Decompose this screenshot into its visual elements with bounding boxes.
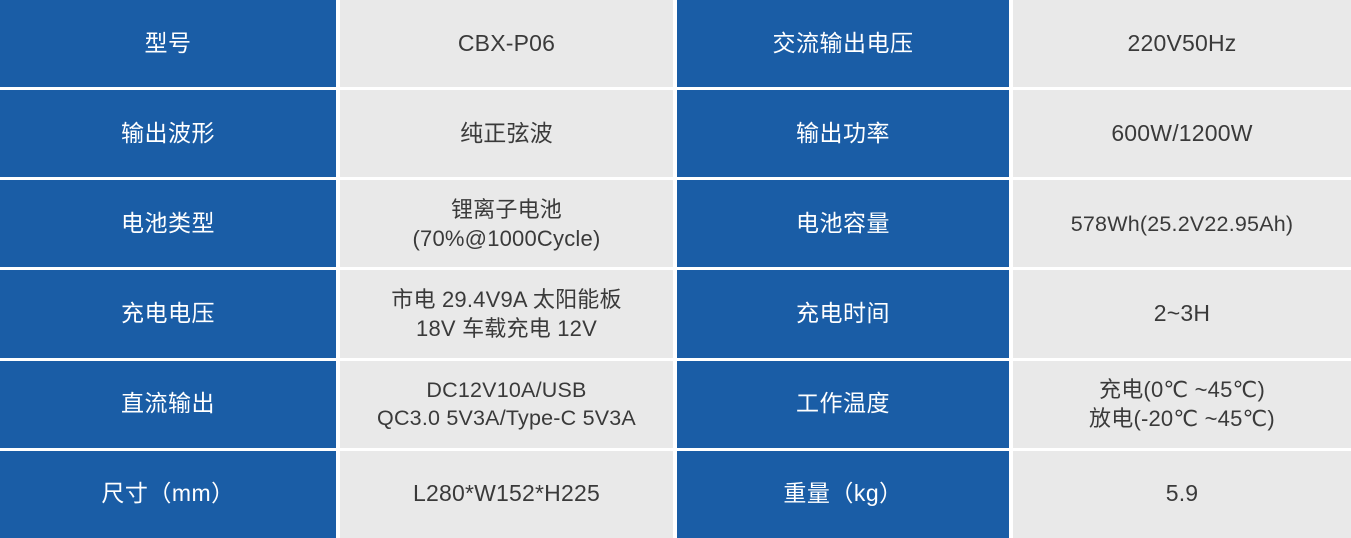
cell-text: 充电(0℃ ~45℃) 放电(-20℃ ~45℃) (1089, 377, 1275, 432)
table-cell-label: 直流输出 (0, 360, 340, 448)
cell-text: DC12V10A/USB QC3.0 5V3A/Type-C 5V3A (377, 377, 636, 431)
cell-text: 重量（kg） (783, 480, 903, 507)
cell-text: 充电时间 (796, 300, 890, 327)
cell-text: 输出波形 (121, 119, 215, 146)
table-cell-label: 充电时间 (677, 270, 1013, 358)
cell-text: 220V50Hz (1127, 29, 1237, 56)
cell-text: 电池类型 (121, 209, 215, 236)
table-cell-value: 市电 29.4V9A 太阳能板 18V 车载充电 12V (340, 270, 677, 358)
table-cell-label: 电池类型 (0, 180, 340, 268)
table-cell-value: L280*W152*H225 (340, 450, 677, 538)
table-cell-value: 锂离子电池 (70%@1000Cycle) (340, 180, 677, 268)
cell-text: 578Wh(25.2V22.95Ah) (1070, 211, 1294, 236)
table-cell-value: CBX-P06 (340, 0, 677, 88)
table-cell-label: 电池容量 (677, 180, 1013, 268)
cell-text: L280*W152*H225 (413, 480, 600, 507)
table-cell-label: 交流输出电压 (677, 0, 1013, 88)
cell-text: 型号 (144, 29, 192, 56)
table-cell-label: 尺寸（mm） (0, 450, 340, 538)
cell-text: 电池容量 (796, 209, 890, 236)
cell-text: 600W/1200W (1111, 119, 1253, 146)
cell-text: 充电电压 (121, 300, 215, 327)
cell-text: 锂离子电池 (70%@1000Cycle) (412, 196, 601, 251)
table-cell-label: 输出功率 (677, 90, 1013, 178)
table-cell-label: 重量（kg） (677, 450, 1013, 538)
cell-text: 直流输出 (121, 390, 215, 417)
table-cell-value: 220V50Hz (1013, 0, 1351, 88)
table-cell-value: 纯正弦波 (340, 90, 677, 178)
cell-text: 交流输出电压 (772, 29, 914, 56)
cell-text: 市电 29.4V9A 太阳能板 18V 车载充电 12V (391, 287, 622, 342)
table-cell-label: 工作温度 (677, 360, 1013, 448)
table-cell-value: DC12V10A/USB QC3.0 5V3A/Type-C 5V3A (340, 360, 677, 448)
cell-text: 输出功率 (796, 119, 890, 146)
cell-text: CBX-P06 (457, 29, 556, 56)
cell-text: 2~3H (1153, 300, 1211, 327)
table-cell-value: 578Wh(25.2V22.95Ah) (1013, 180, 1351, 268)
table-cell-label: 型号 (0, 0, 340, 88)
cell-text: 工作温度 (796, 390, 890, 417)
cell-text: 尺寸（mm） (101, 480, 235, 507)
cell-text: 5.9 (1165, 480, 1199, 507)
table-cell-value: 充电(0℃ ~45℃) 放电(-20℃ ~45℃) (1013, 360, 1351, 448)
table-cell-label: 充电电压 (0, 270, 340, 358)
table-cell-label: 输出波形 (0, 90, 340, 178)
cell-text: 纯正弦波 (460, 119, 553, 146)
table-cell-value: 2~3H (1013, 270, 1351, 358)
table-cell-value: 5.9 (1013, 450, 1351, 538)
table-cell-value: 600W/1200W (1013, 90, 1351, 178)
